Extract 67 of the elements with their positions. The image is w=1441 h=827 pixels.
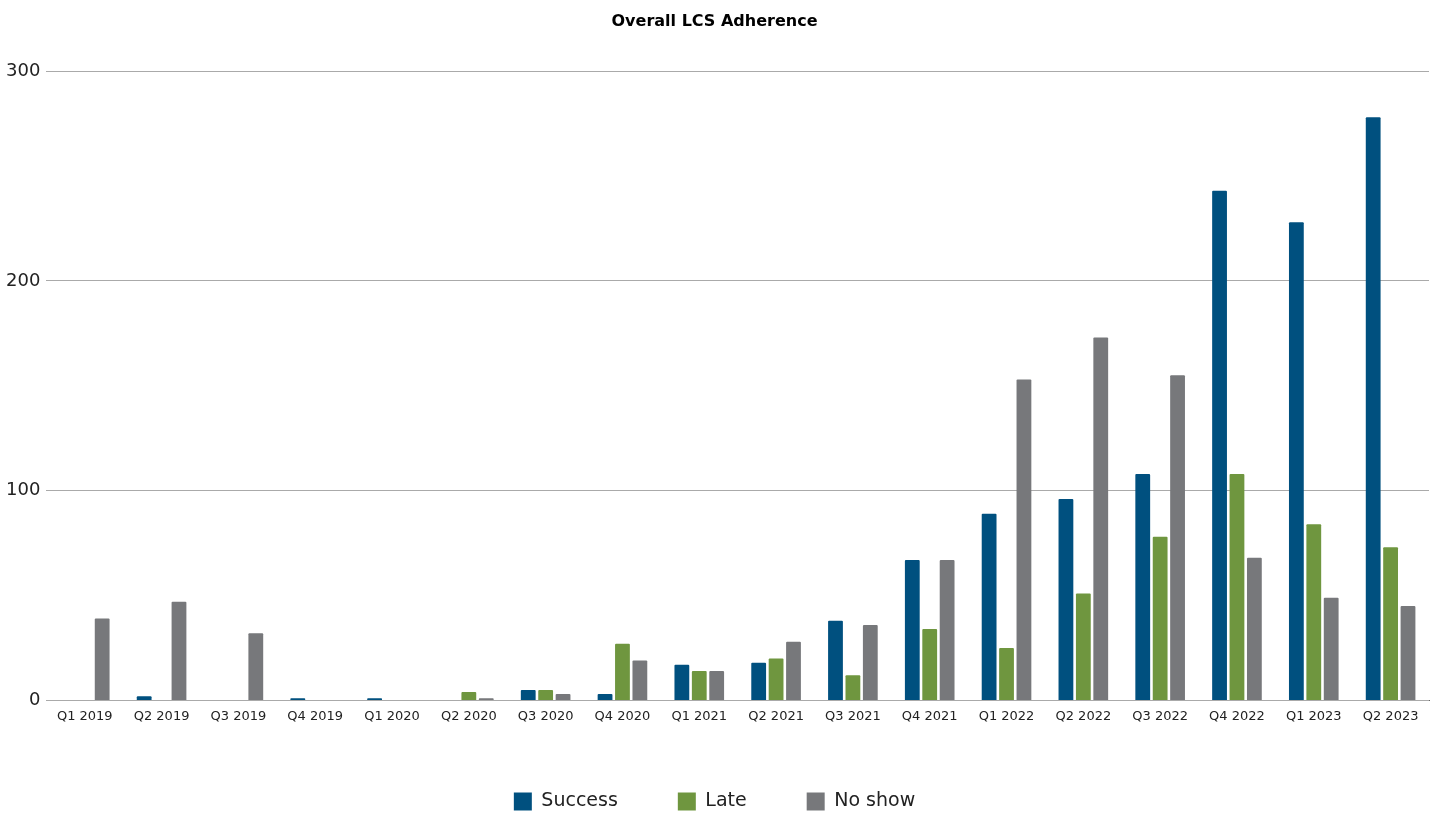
bar (828, 620, 843, 700)
bar (136, 696, 152, 700)
x-tick-label: Q2 2022 (1055, 707, 1112, 723)
bar (1306, 524, 1322, 700)
y-tick-label: 0 (28, 688, 41, 710)
x-tick-label: Q4 2021 (901, 707, 958, 723)
bar (555, 694, 571, 700)
legend-label: Late (705, 788, 747, 811)
bar (1229, 473, 1245, 700)
bar (1323, 597, 1339, 700)
bar (999, 647, 1014, 700)
bar (461, 692, 477, 700)
x-tick-label: Q1 2023 (1285, 707, 1342, 723)
bar (1400, 606, 1416, 700)
x-tick-label: Q1 2022 (978, 707, 1035, 723)
bar (538, 689, 554, 700)
bar (939, 559, 955, 700)
bar (709, 671, 725, 700)
legend-label: No show (834, 788, 916, 811)
bar (904, 559, 920, 700)
bar (94, 618, 110, 700)
bar (768, 658, 784, 700)
x-tick-label: Q3 2022 (1132, 707, 1189, 723)
x-tick-label: Q3 2019 (210, 707, 267, 723)
x-tick-label: Q4 2022 (1209, 707, 1265, 723)
bar (171, 601, 187, 700)
bar (1288, 222, 1304, 700)
bar (1246, 557, 1262, 700)
bar (1093, 337, 1109, 700)
bar (615, 643, 630, 700)
bar (1058, 499, 1074, 700)
legend-label: Success (541, 788, 618, 811)
y-tick-label: 200 (6, 268, 41, 290)
bar (1383, 547, 1398, 700)
bar (786, 641, 801, 700)
bar (981, 513, 997, 700)
bar (1152, 536, 1168, 700)
bar (597, 694, 613, 700)
x-tick-label: Q2 2021 (748, 707, 804, 723)
x-tick-label: Q1 2020 (364, 707, 420, 723)
x-tick-label: Q3 2021 (825, 707, 881, 723)
bar (632, 660, 648, 700)
chart-title: Overall LCS Adherence (611, 10, 818, 30)
bar (674, 664, 690, 700)
x-tick-label: Q2 2020 (440, 707, 497, 723)
x-tick-label: Q4 2020 (594, 707, 651, 723)
bar (1365, 117, 1381, 700)
bar (922, 629, 938, 700)
bar (691, 671, 707, 700)
x-tick-label: Q3 2020 (517, 707, 574, 723)
y-tick-label: 300 (6, 58, 41, 80)
x-tick-label: Q2 2019 (133, 707, 190, 723)
bar (751, 662, 767, 700)
x-tick-label: Q2 2023 (1362, 707, 1419, 723)
bar (862, 624, 878, 700)
bar (1135, 473, 1151, 700)
bar (248, 633, 264, 700)
bar (1212, 190, 1227, 700)
x-tick-label: Q4 2019 (287, 707, 344, 723)
y-tick-label: 100 (6, 478, 41, 500)
bar (1170, 375, 1185, 700)
x-tick-label: Q1 2021 (671, 707, 728, 723)
bar (520, 689, 536, 700)
bar (1075, 593, 1091, 700)
bar (845, 675, 861, 700)
x-tick-label: Q1 2019 (56, 707, 113, 723)
bar (1016, 379, 1032, 700)
